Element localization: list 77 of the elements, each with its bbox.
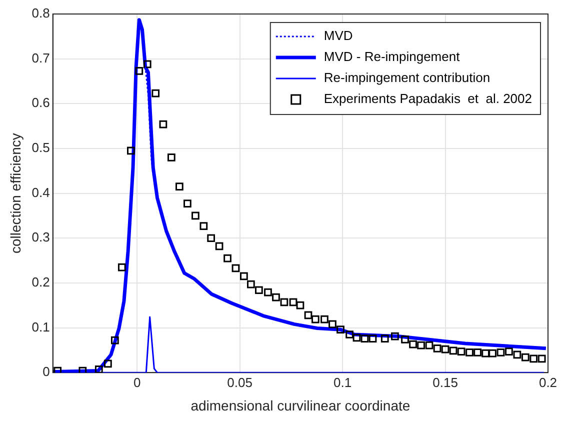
y-tick-label: 0 — [42, 364, 50, 380]
point — [207, 234, 215, 242]
y-tick-label: 0.2 — [32, 274, 50, 290]
point — [118, 263, 126, 272]
point — [304, 311, 312, 320]
point — [336, 326, 344, 334]
point — [328, 320, 336, 328]
point — [246, 280, 255, 288]
point — [104, 360, 112, 368]
point — [433, 344, 442, 352]
point — [110, 336, 119, 344]
y-tick-label: 0.3 — [32, 230, 50, 245]
y-tick-label: 0.5 — [32, 140, 50, 156]
point — [505, 348, 513, 356]
point — [264, 288, 272, 296]
point — [368, 334, 377, 342]
point — [175, 182, 184, 191]
point — [184, 200, 192, 208]
point — [346, 330, 354, 338]
point — [360, 334, 369, 342]
y-tick-label: 0.4 — [32, 184, 50, 200]
point — [401, 336, 409, 344]
point — [167, 154, 176, 162]
legend-label: Experiments Papadakis et al. 2002 — [324, 91, 532, 106]
point — [192, 212, 200, 220]
x-tick-label: 0 — [133, 374, 141, 390]
x-tick-label: 0.1 — [334, 374, 352, 390]
point — [441, 345, 450, 354]
point — [425, 341, 434, 350]
point — [94, 366, 103, 373]
point — [482, 349, 490, 358]
point — [391, 332, 399, 340]
point — [409, 340, 417, 348]
point — [159, 120, 168, 128]
point — [127, 146, 135, 155]
point — [255, 286, 263, 294]
x-tick-label: 0.05 — [227, 374, 252, 390]
point — [143, 60, 152, 68]
point — [449, 346, 458, 355]
point — [135, 66, 144, 75]
y-tick-label: 0.7 — [32, 50, 50, 66]
legend-label: MVD — [324, 28, 353, 44]
point — [521, 353, 530, 362]
point — [296, 301, 304, 310]
point — [78, 366, 87, 373]
point — [488, 349, 496, 358]
point — [457, 348, 466, 356]
y-tick-label: 0.8 — [32, 6, 50, 21]
point — [538, 354, 546, 363]
point — [320, 315, 328, 324]
x-tick-label: 0.2 — [538, 374, 558, 390]
point — [513, 350, 522, 359]
point — [200, 222, 208, 230]
y-tick-label: 0.6 — [32, 95, 50, 110]
point — [272, 293, 280, 302]
x-axis-title: adimensional curvilinear coordinate — [190, 397, 410, 414]
point — [474, 348, 482, 356]
point — [352, 334, 361, 342]
point — [380, 334, 389, 342]
point — [312, 315, 320, 324]
y-tick-label: 0.1 — [32, 319, 50, 334]
point — [280, 298, 288, 306]
legend-label: Re-impingement contribution — [324, 70, 490, 86]
y-axis-title: collection efficiency — [7, 133, 24, 254]
legend-label: MVD - Re-impingement — [324, 49, 460, 64]
point — [466, 348, 474, 356]
point — [232, 264, 240, 272]
point — [152, 89, 160, 98]
x-tick-label: 0.15 — [432, 374, 458, 390]
point — [289, 298, 298, 306]
point — [496, 348, 505, 356]
point — [54, 366, 62, 373]
point — [215, 242, 224, 250]
point — [240, 272, 248, 280]
point — [530, 354, 538, 363]
point — [417, 341, 425, 350]
point — [224, 254, 232, 262]
